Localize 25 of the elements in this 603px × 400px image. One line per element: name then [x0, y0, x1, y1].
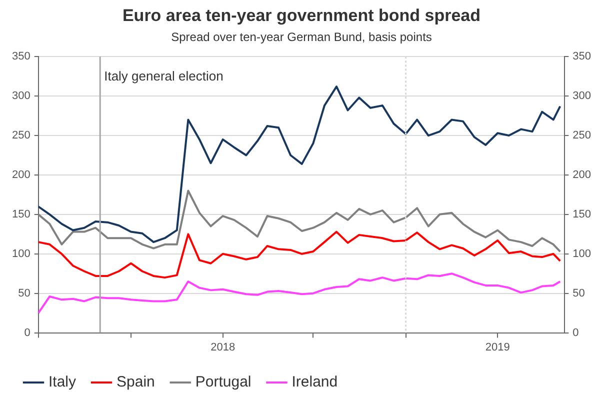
y2-tick-label: 150	[572, 208, 592, 220]
legend-label: Ireland	[292, 374, 338, 391]
y-tick-label: 200	[12, 169, 30, 182]
y2-tick-label: 50	[572, 287, 585, 300]
ref-line-label: Italy general election	[104, 68, 224, 84]
legend-label: Portugal	[195, 374, 252, 391]
y-tick-label: 150	[12, 208, 30, 220]
x-tick-label: 2018	[210, 341, 236, 354]
y-tick-label: 0	[24, 326, 30, 339]
y2-tick-label: 350	[572, 50, 592, 63]
y2-tick-label: 300	[572, 90, 592, 102]
x-tick-label: 2019	[485, 341, 510, 354]
chart-title: Euro area ten-year government bond spread	[121, 6, 482, 26]
y-tick-label: 100	[12, 248, 30, 260]
y-tick-label: 300	[12, 90, 30, 102]
y-tick-label: 350	[12, 50, 30, 63]
y-tick-label: 250	[12, 130, 30, 142]
chart-subtitle: Spread over ten-year German Bund, basis points	[170, 30, 433, 44]
y2-tick-label: 0	[572, 326, 579, 339]
legend-label: Spain	[116, 374, 155, 391]
y2-tick-label: 100	[572, 248, 592, 260]
y2-tick-label: 200	[572, 169, 592, 182]
y2-tick-label: 250	[572, 130, 592, 142]
y-tick-label: 50	[18, 287, 30, 300]
legend-label: Italy	[48, 374, 77, 391]
